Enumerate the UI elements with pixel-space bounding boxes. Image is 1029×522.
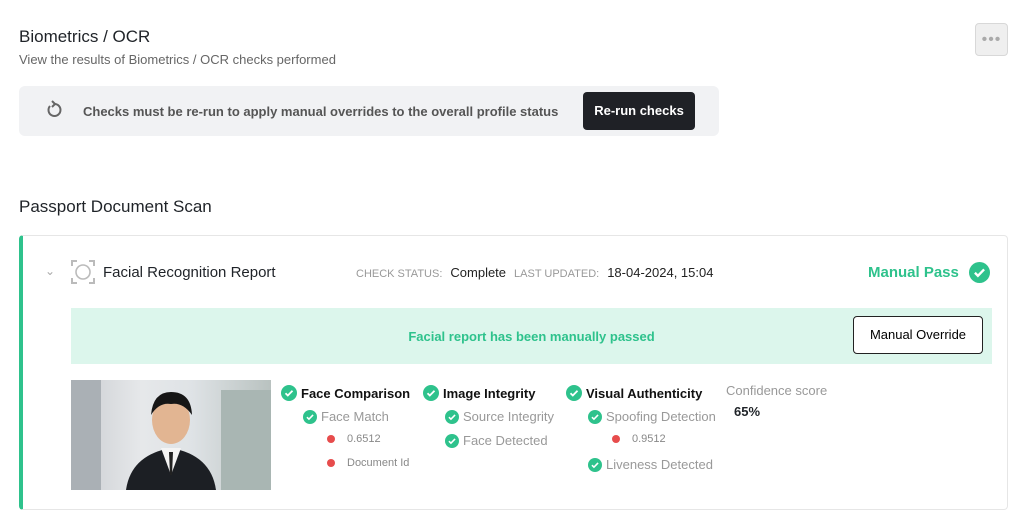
check-item: Source Integrity [445,409,554,424]
status-dot-icon [612,435,620,443]
check-item: Face Detected [445,433,548,448]
check-circle-icon [566,385,582,401]
rerun-checks-button[interactable]: Re-run checks [583,92,695,130]
override-note-text: Facial report has been manually passed [408,329,655,344]
check-group-title: Image Integrity [423,385,535,401]
check-circle-icon [588,458,602,472]
face-photo [71,380,271,490]
check-group-title: Face Comparison [281,385,410,401]
section-title: Passport Document Scan [19,197,212,216]
check-item: Spoofing Detection [588,409,716,424]
facial-report-card: ⌄ Facial Recognition Report CHECK STATUS… [19,235,1008,510]
confidence-label: Confidence score [726,383,828,398]
confidence-score: 65% [734,404,761,419]
status-dot-icon [327,435,335,443]
face-icon [71,260,95,284]
banner-message: Checks must be re-run to apply manual ov… [83,104,559,119]
page-title: Biometrics / OCR [19,27,151,46]
check-circle-icon [303,410,317,424]
check-item-failed: Document Id [327,457,409,469]
chevron-down-icon[interactable]: ⌄ [45,264,56,278]
check-circle-icon [445,434,459,448]
check-circle-icon [445,410,459,424]
check-item: Face Match [303,409,389,424]
ellipsis-icon: ••• [981,30,1002,48]
rerun-banner: Checks must be re-run to apply manual ov… [19,86,719,136]
check-circle-icon [588,410,602,424]
page-subtitle: View the results of Biometrics / OCR che… [19,52,336,67]
manual-override-button[interactable]: Manual Override [853,316,983,354]
check-circle-icon [969,262,990,283]
check-item-failed: 0.9512 [612,433,666,445]
report-title: Facial Recognition Report [103,264,276,281]
more-options-button[interactable]: ••• [975,23,1008,56]
override-note: Facial report has been manually passed M… [71,308,992,364]
last-updated-label: LAST UPDATED: [514,268,600,280]
check-status-label: CHECK STATUS: [356,268,443,280]
check-item-failed: 0.6512 [327,433,381,445]
check-circle-icon [281,385,297,401]
check-group-title: Visual Authenticity [566,385,702,401]
check-item: Liveness Detected [588,457,713,472]
last-updated-value: 18-04-2024, 15:04 [607,265,714,280]
check-status-value: Complete [450,265,507,280]
check-circle-icon [423,385,439,401]
refresh-icon [47,100,62,117]
result-status: Manual Pass [868,264,959,281]
status-dot-icon [327,459,335,467]
